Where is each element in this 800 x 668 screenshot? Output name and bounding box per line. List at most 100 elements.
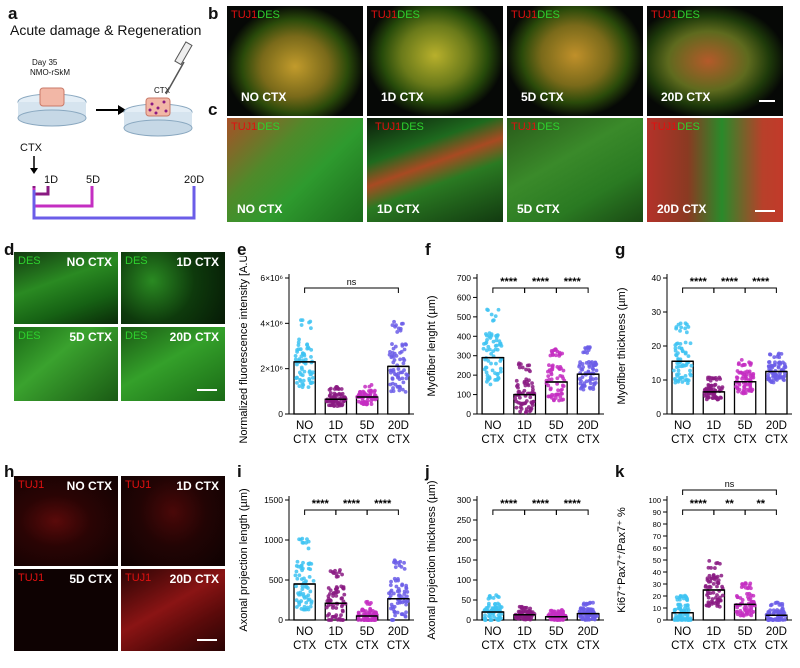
data-point — [518, 409, 523, 414]
data-point — [679, 325, 684, 330]
data-point — [400, 387, 405, 392]
y-tick-label: 1500 — [264, 495, 283, 505]
data-point — [402, 358, 407, 363]
data-point — [300, 587, 305, 592]
data-point — [295, 350, 300, 354]
data-point — [390, 323, 395, 328]
data-point — [404, 372, 409, 377]
data-point — [767, 360, 771, 365]
data-point — [676, 379, 681, 384]
data-point — [578, 615, 583, 619]
data-point — [716, 597, 720, 602]
data-point — [367, 609, 372, 614]
data-point — [685, 322, 689, 327]
data-point — [489, 332, 494, 337]
data-point — [392, 358, 397, 362]
panel-letter-e: e — [237, 240, 247, 259]
data-point — [524, 379, 529, 384]
data-point — [683, 603, 688, 608]
data-point — [751, 593, 756, 598]
y-tick-label: 600 — [457, 292, 471, 302]
data-point — [518, 405, 523, 410]
data-point — [517, 395, 522, 400]
data-point — [685, 618, 690, 622]
data-point — [514, 405, 519, 410]
data-point — [327, 592, 332, 596]
x-tick-label: CTX — [324, 434, 347, 446]
data-point — [359, 618, 364, 622]
data-point — [744, 376, 749, 381]
y-tick-label: 500 — [269, 575, 283, 585]
data-point — [306, 593, 311, 598]
significance-bracket — [713, 509, 746, 515]
y-tick-label: 0 — [657, 616, 661, 625]
x-tick-label: 20D — [578, 420, 599, 432]
data-point — [674, 342, 679, 346]
data-point — [748, 596, 753, 601]
data-point — [530, 381, 534, 386]
data-point — [364, 600, 369, 604]
data-point — [582, 384, 587, 388]
data-point — [522, 401, 527, 406]
data-point — [684, 330, 689, 335]
data-point — [301, 560, 305, 565]
data-point — [396, 578, 401, 583]
y-tick-label: 300 — [457, 495, 471, 505]
y-tick-label: 150 — [457, 555, 471, 565]
data-point — [400, 600, 405, 605]
data-point — [527, 363, 532, 368]
data-point — [520, 604, 524, 609]
data-point — [307, 320, 311, 325]
data-point — [747, 583, 752, 588]
data-point — [675, 361, 680, 366]
data-point — [360, 608, 365, 613]
timeline-1d: 1D — [44, 174, 59, 186]
y-tick-label: 700 — [457, 273, 471, 283]
significance-label: **** — [500, 276, 518, 288]
data-point — [484, 348, 489, 353]
data-point — [716, 385, 721, 390]
significance-label: **** — [690, 276, 708, 288]
panel-letter-g: g — [615, 240, 626, 259]
data-point — [706, 377, 710, 382]
data-point — [400, 370, 405, 375]
timeline-5d: 5D — [86, 174, 101, 186]
x-tick-label: CTX — [481, 640, 504, 652]
scale-bar — [197, 639, 217, 641]
data-point — [588, 377, 593, 382]
data-point — [671, 368, 676, 373]
data-point — [678, 341, 683, 346]
data-point — [488, 382, 493, 387]
data-point — [747, 609, 751, 614]
data-point — [591, 600, 595, 605]
data-point — [335, 385, 340, 390]
data-point — [685, 605, 690, 610]
data-point — [296, 340, 301, 345]
data-point — [585, 350, 590, 355]
data-point — [548, 608, 553, 613]
data-point — [709, 576, 714, 581]
data-point — [390, 350, 395, 355]
data-point — [517, 365, 522, 370]
image-d-5d-ctx: DES 5D CTX — [14, 327, 118, 401]
data-point — [711, 581, 716, 586]
image-h-no-ctx: TUJ1 NO CTX — [14, 476, 118, 566]
x-tick-label: CTX — [545, 640, 568, 652]
data-point — [739, 370, 744, 375]
y-tick-label: 300 — [457, 351, 471, 361]
data-point — [300, 318, 305, 323]
data-point — [560, 609, 565, 614]
data-point — [310, 375, 315, 380]
data-point — [484, 365, 489, 370]
data-point — [395, 610, 400, 615]
data-point — [300, 382, 305, 386]
data-point — [336, 589, 341, 594]
data-point — [491, 318, 495, 323]
data-point — [709, 383, 714, 388]
y-tick-label: 0 — [278, 409, 283, 419]
significance-bracket — [335, 509, 368, 515]
scale-bar — [759, 100, 775, 102]
significance-label: **** — [690, 498, 708, 510]
data-point — [309, 347, 314, 352]
data-point — [592, 382, 597, 387]
